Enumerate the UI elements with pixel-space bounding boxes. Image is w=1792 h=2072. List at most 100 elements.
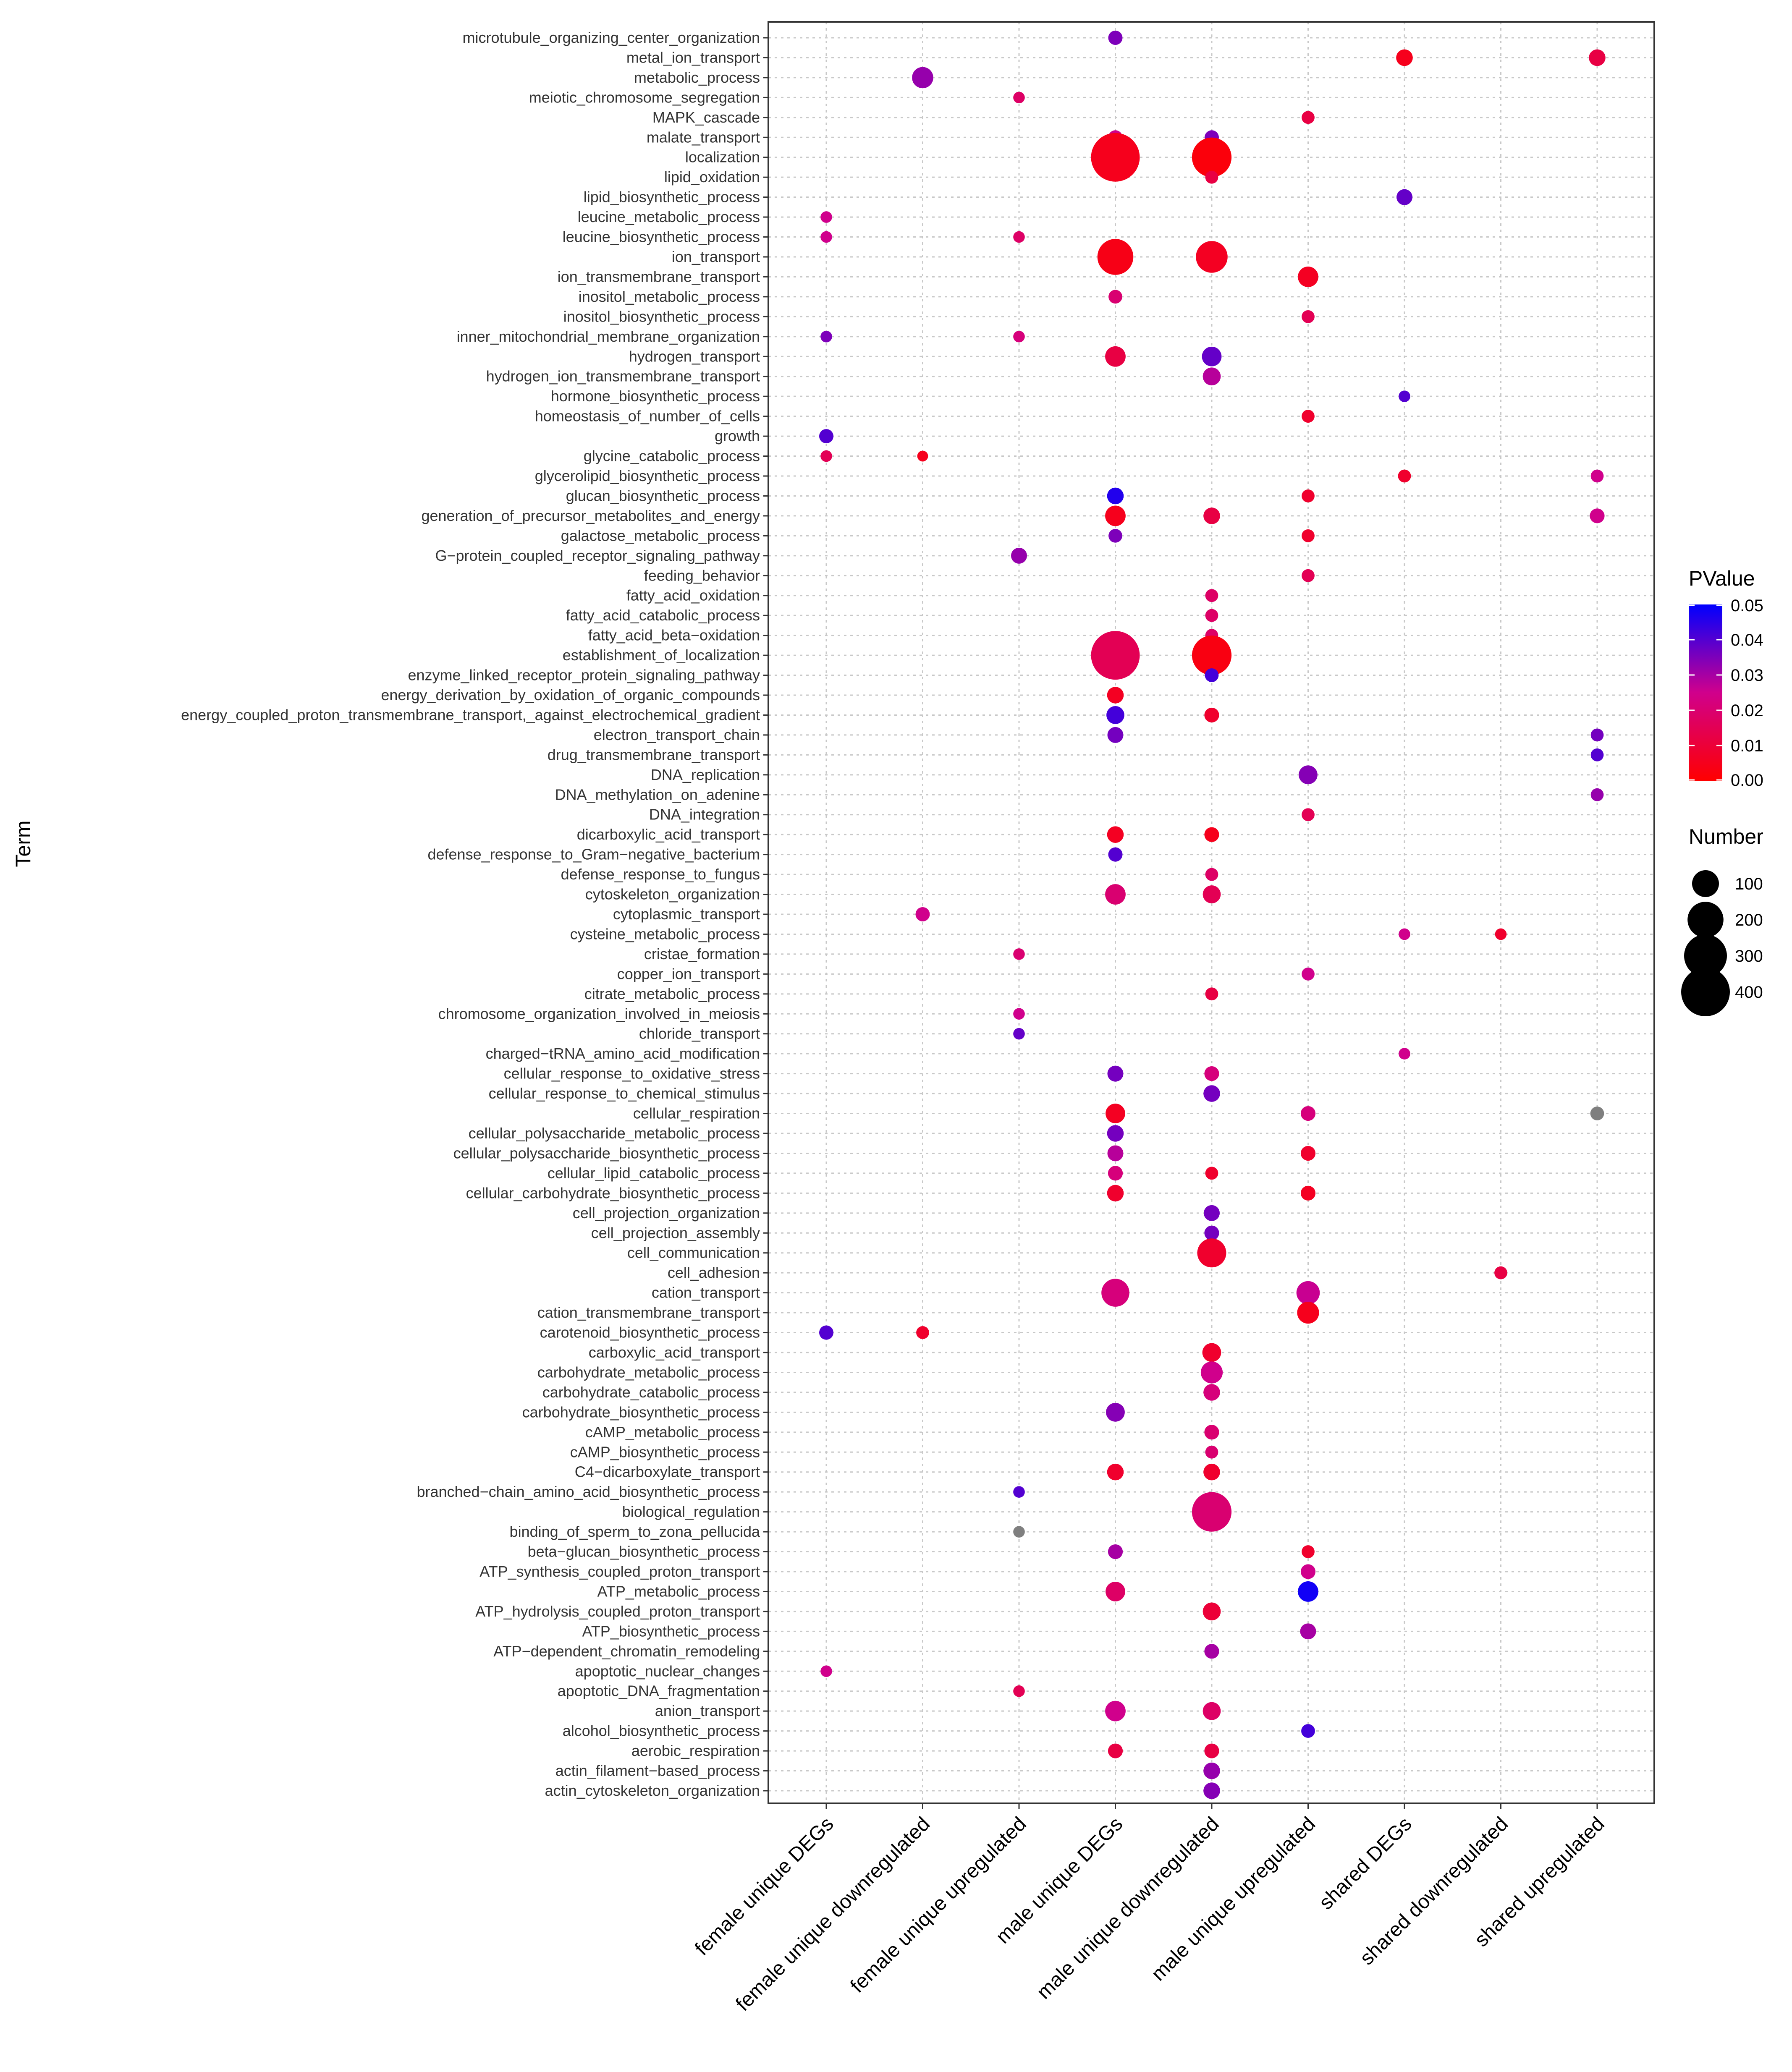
- y-tick-label-energy-derivation-by-oxidation-of-organic-compounds: energy_derivation_by_oxidation_of_organi…: [381, 686, 760, 704]
- x-tick-label-female-unique-downregulated: female unique downregulated: [731, 1813, 934, 2015]
- point-establishment-of-localization-male-unique-degs: [1091, 631, 1140, 680]
- point-cellular-carbohydrate-biosynthetic-process-male-unique-upregulated: [1300, 1185, 1316, 1201]
- point-defense-response-to-fungus-male-unique-downregulated: [1205, 868, 1218, 881]
- y-tick-label-inositol-metabolic-process: inositol_metabolic_process: [579, 288, 760, 305]
- y-tick-label-galactose-metabolic-process: galactose_metabolic_process: [561, 527, 760, 544]
- point-growth-female-unique-degs: [819, 429, 833, 444]
- point-energy-derivation-by-oxidation-of-organic-compounds-male-unique-degs: [1107, 687, 1124, 704]
- point-anion-transport-male-unique-degs: [1105, 1701, 1126, 1721]
- y-tick-label-c4-dicarboxylate-transport: C4−dicarboxylate_transport: [575, 1463, 760, 1481]
- point-g-protein-coupled-receptor-signaling-pathway-female-unique-upregulated: [1011, 547, 1027, 564]
- y-tick-label-meiotic-chromosome-segregation: meiotic_chromosome_segregation: [529, 89, 760, 106]
- y-tick-label-charged-trna-amino-acid-modification: charged−tRNA_amino_acid_modification: [486, 1045, 760, 1062]
- point-cation-transport-male-unique-degs: [1101, 1279, 1129, 1307]
- point-ion-transmembrane-transport-male-unique-upregulated: [1298, 267, 1318, 287]
- point-chloride-transport-female-unique-upregulated: [1013, 1028, 1025, 1040]
- point-cellular-polysaccharide-biosynthetic-process-male-unique-degs: [1107, 1145, 1124, 1162]
- data-points: [819, 31, 1606, 1799]
- point-lipid-oxidation-male-unique-downregulated: [1205, 170, 1218, 184]
- point-cellular-lipid-catabolic-process-male-unique-degs: [1108, 1166, 1123, 1181]
- y-tick-label-cellular-polysaccharide-metabolic-process: cellular_polysaccharide_metabolic_proces…: [469, 1125, 760, 1142]
- point-localization-male-unique-downregulated: [1192, 137, 1232, 177]
- y-tick-label-glycine-catabolic-process: glycine_catabolic_process: [584, 447, 760, 465]
- y-tick-label-cristae-formation: cristae_formation: [644, 945, 760, 963]
- point-atp-synthesis-coupled-proton-transport-male-unique-upregulated: [1300, 1564, 1316, 1579]
- point-generation-of-precursor-metabolites-and-energy-male-unique-downregulated: [1203, 508, 1220, 524]
- point-cellular-lipid-catabolic-process-male-unique-downregulated: [1205, 1167, 1218, 1180]
- color-legend-title: PValue: [1689, 567, 1755, 590]
- point-carotenoid-biosynthetic-process-female-unique-degs: [819, 1325, 833, 1340]
- y-tick-label-cysteine-metabolic-process: cysteine_metabolic_process: [570, 925, 760, 942]
- grid-lines: [768, 22, 1654, 1803]
- y-tick-label-defense-response-to-gram-negative-bacterium: defense_response_to_Gram−negative_bacter…: [427, 846, 760, 863]
- point-hydrogen-transport-male-unique-downregulated: [1202, 346, 1222, 366]
- y-tick-label-cell-projection-organization: cell_projection_organization: [573, 1204, 760, 1222]
- point-cellular-respiration-shared-upregulated: [1590, 1107, 1604, 1120]
- point-leucine-biosynthetic-process-female-unique-degs: [820, 231, 832, 243]
- point-cellular-response-to-chemical-stimulus-male-unique-downregulated: [1203, 1085, 1220, 1102]
- x-tick-label-male-unique-upregulated: male unique upregulated: [1147, 1813, 1320, 1985]
- point-galactose-metabolic-process-male-unique-upregulated: [1302, 529, 1315, 542]
- y-tick-label-chromosome-organization-involved-in-meiosis: chromosome_organization_involved_in_meio…: [438, 1005, 760, 1022]
- y-tick-label-fatty-acid-catabolic-process: fatty_acid_catabolic_process: [566, 607, 760, 624]
- y-tick-label-cell-projection-assembly: cell_projection_assembly: [591, 1224, 760, 1241]
- y-tick-label-aerobic-respiration: aerobic_respiration: [631, 1742, 760, 1759]
- y-tick-label-electron-transport-chain: electron_transport_chain: [594, 726, 760, 743]
- point-establishment-of-localization-male-unique-downregulated: [1192, 635, 1232, 675]
- y-tick-label-chloride-transport: chloride_transport: [639, 1025, 760, 1042]
- y-tick-label-microtubule-organizing-center-organization: microtubule_organizing_center_organizati…: [463, 29, 760, 46]
- point-ion-transport-male-unique-degs: [1097, 239, 1134, 275]
- point-cation-transport-male-unique-upregulated: [1296, 1281, 1320, 1305]
- y-tick-label-atp-biosynthetic-process: ATP_biosynthetic_process: [582, 1622, 760, 1640]
- x-tick-label-female-unique-upregulated: female unique upregulated: [846, 1813, 1030, 1997]
- y-tick-label-alcohol-biosynthetic-process: alcohol_biosynthetic_process: [563, 1722, 760, 1740]
- y-tick-label-cell-communication: cell_communication: [627, 1244, 760, 1261]
- point-carbohydrate-catabolic-process-male-unique-downregulated: [1203, 1384, 1220, 1401]
- y-tick-label-dna-integration: DNA_integration: [649, 806, 760, 823]
- point-metabolic-process-female-unique-downregulated: [912, 67, 933, 89]
- point-electron-transport-chain-shared-upregulated: [1590, 728, 1604, 742]
- point-apoptotic-dna-fragmentation-female-unique-upregulated: [1013, 1685, 1025, 1697]
- y-tick-label-inositol-biosynthetic-process: inositol_biosynthetic_process: [563, 308, 760, 325]
- point-metal-ion-transport-shared-upregulated: [1589, 49, 1606, 66]
- point-aerobic-respiration-male-unique-degs: [1108, 1743, 1123, 1758]
- y-tick-label-carotenoid-biosynthetic-process: carotenoid_biosynthetic_process: [540, 1324, 760, 1341]
- y-tick-label-enzyme-linked-receptor-protein-signaling-pathway: enzyme_linked_receptor_protein_signaling…: [408, 667, 760, 684]
- point-cellular-polysaccharide-metabolic-process-male-unique-degs: [1107, 1125, 1124, 1142]
- legend: PValue 0.05 0.04 0.03 0.02 0.01 0.00 Number 1…: [1681, 567, 1763, 1016]
- point-atp-metabolic-process-male-unique-upregulated: [1298, 1581, 1318, 1602]
- y-tick-label-leucine-metabolic-process: leucine_metabolic_process: [578, 208, 760, 225]
- size-legend-label-200: 200: [1735, 911, 1763, 929]
- point-cell-adhesion-shared-downregulated: [1494, 1266, 1507, 1279]
- point-drug-transmembrane-transport-shared-upregulated: [1590, 748, 1604, 761]
- point-inner-mitochondrial-membrane-organization-female-unique-upregulated: [1013, 331, 1025, 343]
- point-cell-communication-male-unique-downregulated: [1197, 1238, 1226, 1268]
- color-legend-label-0-03: 0.03: [1731, 666, 1763, 685]
- y-tick-label-copper-ion-transport: copper_ion_transport: [617, 965, 760, 982]
- y-tick-label-carbohydrate-biosynthetic-process: carbohydrate_biosynthetic_process: [522, 1403, 760, 1421]
- size-legend-dot-200: [1687, 902, 1724, 938]
- y-tick-label-apoptotic-dna-fragmentation: apoptotic_DNA_fragmentation: [558, 1682, 760, 1700]
- point-actin-filament-based-process-male-unique-downregulated: [1203, 1762, 1220, 1779]
- point-dicarboxylic-acid-transport-male-unique-downregulated: [1204, 827, 1219, 842]
- point-feeding-behavior-male-unique-upregulated: [1302, 569, 1315, 582]
- y-tick-label-cellular-polysaccharide-biosynthetic-process: cellular_polysaccharide_biosynthetic_pro…: [453, 1144, 760, 1162]
- point-dicarboxylic-acid-transport-male-unique-degs: [1107, 826, 1124, 843]
- point-cellular-respiration-male-unique-upregulated: [1300, 1106, 1316, 1121]
- point-apoptotic-nuclear-changes-female-unique-degs: [820, 1665, 832, 1677]
- point-dna-integration-male-unique-upregulated: [1302, 808, 1315, 821]
- point-generation-of-precursor-metabolites-and-energy-shared-upregulated: [1590, 508, 1605, 523]
- point-metal-ion-transport-shared-degs: [1396, 49, 1413, 66]
- point-cristae-formation-female-unique-upregulated: [1013, 948, 1025, 960]
- point-cation-transmembrane-transport-male-unique-upregulated: [1297, 1301, 1319, 1324]
- y-tick-label-cellular-lipid-catabolic-process: cellular_lipid_catabolic_process: [548, 1164, 760, 1182]
- y-tick-label-atp-hydrolysis-coupled-proton-transport: ATP_hydrolysis_coupled_proton_transport: [475, 1603, 760, 1620]
- point-chromosome-organization-involved-in-meiosis-female-unique-upregulated: [1013, 1008, 1025, 1020]
- point-energy-coupled-proton-transmembrane-transport-against-electrochemical-gradient-male-unique-downregulated: [1204, 707, 1219, 723]
- y-tick-label-branched-chain-amino-acid-biosynthetic-process: branched−chain_amino_acid_biosynthetic_p…: [417, 1483, 760, 1500]
- y-tick-label-atp-metabolic-process: ATP_metabolic_process: [597, 1583, 760, 1600]
- y-tick-label-dna-methylation-on-adenine: DNA_methylation_on_adenine: [555, 786, 760, 803]
- y-tick-label-cellular-carbohydrate-biosynthetic-process: cellular_carbohydrate_biosynthetic_proce…: [466, 1184, 760, 1201]
- size-legend-dot-100: [1692, 870, 1719, 897]
